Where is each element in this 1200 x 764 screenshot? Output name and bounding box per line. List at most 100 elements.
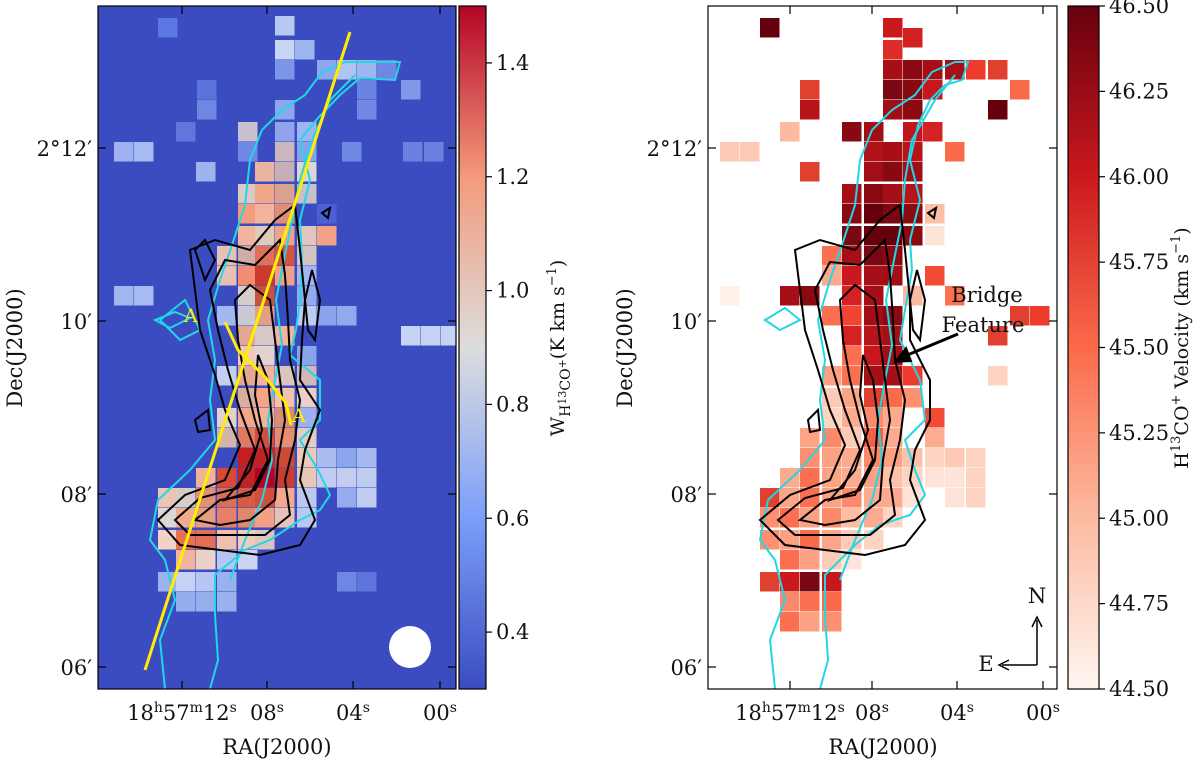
pixel-cell — [945, 468, 965, 488]
pixel-cell — [317, 448, 337, 468]
left-cyan-contour-outer — [148, 61, 402, 689]
left-cut-line — [143, 31, 352, 671]
pixel-cell — [238, 488, 258, 508]
pixel-cell — [864, 388, 884, 408]
pixel-cell — [275, 122, 295, 142]
pixel-cell — [883, 18, 903, 38]
pixel-cell — [401, 80, 421, 100]
pixel-cell — [903, 28, 923, 48]
pixel-cell — [158, 508, 178, 528]
right-ticks — [708, 6, 1057, 689]
pixel-cell — [822, 612, 842, 632]
pixel-cell — [197, 100, 217, 120]
pixel-cell — [403, 142, 423, 162]
pixel-cell — [176, 572, 196, 592]
pixel-cell — [337, 468, 357, 488]
pixel-cell — [822, 530, 842, 550]
pixel-cell — [945, 448, 965, 468]
pixel-cell — [800, 100, 820, 120]
left-x-tick-1: 18h57m12s — [127, 700, 237, 725]
left-y-axis-label: Dec(J2000) — [3, 288, 27, 407]
pixel-cell — [903, 388, 923, 408]
left-colorbar-ticks: 1.4 1.2 1.0 0.8 0.6 0.4 — [486, 51, 529, 644]
pixel-cell — [780, 468, 800, 488]
colorbar-tick-label: 45.25 — [1109, 421, 1169, 445]
left-black-contour-7 — [320, 205, 332, 220]
pixel-cell — [883, 448, 903, 468]
pixel-cell — [925, 448, 945, 468]
pixel-cell — [357, 60, 377, 80]
pixel-cell — [217, 266, 237, 286]
pixel-cell — [337, 572, 357, 592]
left-y-tick-1: 2°12′ — [37, 137, 93, 161]
pixel-cell — [317, 226, 337, 246]
pixel-cell — [197, 80, 217, 100]
right-y-tick-2: 10′ — [671, 310, 703, 334]
colorbar-tick-label: 1.0 — [496, 279, 529, 303]
pixel-cell — [176, 592, 196, 612]
pixel-cell — [255, 226, 275, 246]
pixel-cell — [883, 60, 903, 80]
pixel-cell — [966, 60, 986, 80]
pixel-cell — [883, 162, 903, 182]
left-black-contour-4 — [221, 354, 274, 503]
pixel-cell — [800, 550, 820, 570]
left-y-tick-4: 06′ — [61, 656, 93, 680]
pixel-cell — [864, 488, 884, 508]
left-colorbar: 1.4 1.2 1.0 0.8 0.6 0.4 WH13CO+(K km s−1) — [458, 5, 574, 690]
pixel-cell — [822, 408, 842, 428]
colorbar-tick-label: 46.25 — [1109, 79, 1169, 103]
right-cyan-contour — [758, 61, 970, 689]
cut-line-bridge — [223, 321, 293, 426]
pixel-cell — [238, 306, 258, 326]
pixel-cell — [275, 142, 295, 162]
right-panel: Bridge Feature N E — [613, 5, 1060, 759]
colorbar-tick-label: 44.50 — [1109, 677, 1169, 701]
pixel-cell — [883, 468, 903, 488]
right-y-tick-4: 06′ — [671, 656, 703, 680]
pixel-cell — [421, 326, 441, 346]
pixel-cell — [903, 468, 923, 488]
right-black-contour-4 — [826, 354, 880, 503]
pixel-cell — [864, 204, 884, 224]
pixel-cell — [760, 530, 780, 550]
pixel-cell — [988, 326, 1008, 346]
cut-label-a1: A — [183, 305, 198, 327]
pixel-cell — [903, 80, 923, 100]
pixel-cell — [297, 366, 317, 386]
right-black-contours — [758, 203, 938, 557]
pixel-cell — [822, 592, 842, 612]
left-x-tick-3: 04s — [336, 700, 370, 725]
compass-north-label: N — [1028, 584, 1046, 608]
right-black-contour-7 — [806, 407, 822, 434]
right-black-contour-3 — [797, 283, 892, 527]
pixel-cell — [903, 204, 923, 224]
pixel-cell — [842, 468, 862, 488]
pixel-cell — [780, 122, 800, 142]
right-cyan-contour-inner — [839, 74, 956, 581]
cut-label-a2: A — [291, 405, 306, 427]
left-cyan-contour-blob2 — [152, 310, 193, 330]
pixel-cell — [317, 204, 337, 224]
pixel-cell — [864, 448, 884, 468]
pixel-cell — [883, 204, 903, 224]
pixel-cell — [357, 80, 377, 100]
right-black-contour-6 — [926, 205, 938, 220]
right-x-axis-label: RA(J2000) — [828, 735, 937, 759]
pixel-cell — [864, 306, 884, 326]
right-plot-frame — [707, 5, 1058, 690]
colorbar-tick-label: 0.4 — [496, 620, 529, 644]
pixel-cell — [864, 142, 884, 162]
right-pixel-cells — [720, 18, 1050, 632]
pixel-cell — [945, 488, 965, 508]
left-black-contour-6 — [193, 408, 212, 434]
left-colorbar-gradient — [458, 5, 487, 690]
right-x-tick-1: 18h57m12s — [735, 700, 845, 725]
pixel-cell — [342, 142, 362, 162]
pixel-cell — [800, 572, 820, 592]
pixel-cell — [864, 266, 884, 286]
beam-ellipse — [389, 626, 431, 668]
pixel-cell — [401, 326, 421, 346]
right-cyan-contour-outer — [758, 61, 970, 689]
pixel-cell — [238, 468, 258, 488]
